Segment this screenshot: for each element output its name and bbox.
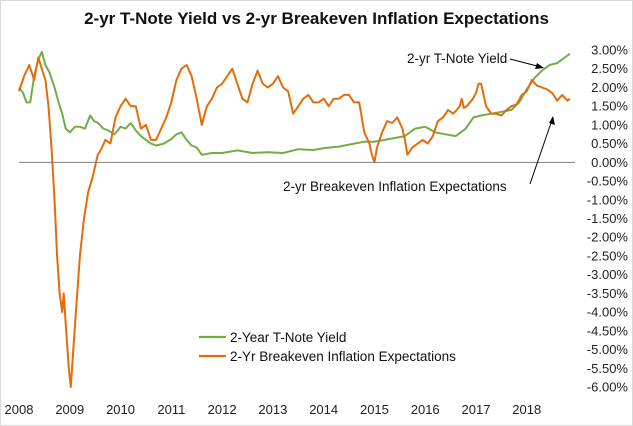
series-line-tnote-yield — [18, 50, 571, 156]
annotation-layer: 2-yr T-Note Yield 2-yr Breakeven Inflati… — [283, 51, 555, 194]
y-tick-label: -1.50% — [587, 211, 629, 226]
y-tick-label: 1.00% — [591, 117, 628, 132]
series-layer — [18, 50, 571, 388]
x-tick-label: 2010 — [106, 402, 135, 417]
series-line-breakeven-inflation — [18, 56, 571, 388]
y-tick-label: 3.00% — [591, 43, 628, 58]
legend-label-breakeven: 2-Yr Breakeven Inflation Expectations — [230, 349, 456, 364]
y-tick-label: -5.00% — [587, 342, 629, 357]
x-tick-label: 2011 — [157, 402, 185, 417]
y-tick-label: 0.00% — [591, 155, 628, 170]
x-tick-label: 2018 — [512, 402, 541, 417]
y-tick-label: -1.00% — [587, 192, 629, 207]
x-tick-label: 2015 — [360, 402, 389, 417]
y-tick-label: -3.50% — [587, 286, 629, 301]
y-tick-label: -4.00% — [587, 305, 629, 320]
annotation-tnote: 2-yr T-Note Yield — [407, 51, 507, 66]
y-tick-label: -6.00% — [587, 380, 629, 395]
x-tick-label: 2008 — [5, 402, 34, 417]
y-tick-label: -2.50% — [587, 248, 629, 263]
y-tick-label: -5.50% — [587, 361, 629, 376]
y-tick-label: -0.50% — [587, 174, 629, 189]
annotation-arrowhead-tnote — [535, 63, 544, 69]
y-tick-label: -2.00% — [587, 230, 629, 245]
x-tick-label: 2016 — [411, 402, 440, 417]
y-tick-label: -4.50% — [587, 323, 629, 338]
y-tick-label: 2.50% — [591, 61, 628, 76]
y-tick-label: 2.00% — [591, 80, 628, 95]
axis-layer: 3.00% 2.50% 2.00% 1.50% 1.00% 0.50% 0.00% -0.50… — [5, 43, 629, 418]
y-tick-label: -3.00% — [587, 267, 629, 282]
y-tick-label: 0.50% — [591, 136, 628, 151]
annotation-arrow-tnote — [509, 58, 542, 68]
annotation-arrowhead-breakeven — [549, 116, 555, 125]
legend: 2-Year T-Note Yield 2-Yr Breakeven Infla… — [199, 330, 456, 364]
annotation-arrow-breakeven — [529, 119, 553, 185]
legend-label-tnote: 2-Year T-Note Yield — [230, 330, 346, 345]
annotation-breakeven: 2-yr Breakeven Inflation Expectations — [283, 179, 507, 194]
x-tick-label: 2017 — [462, 402, 491, 417]
y-tick-label: 1.50% — [591, 99, 628, 114]
x-tick-label: 2012 — [208, 402, 237, 417]
x-tick-label: 2014 — [309, 402, 338, 417]
x-tick-label: 2009 — [55, 402, 84, 417]
x-tick-label: 2013 — [258, 402, 287, 417]
chart-title: 2-yr T-Note Yield vs 2-yr Breakeven Infl… — [84, 9, 549, 28]
